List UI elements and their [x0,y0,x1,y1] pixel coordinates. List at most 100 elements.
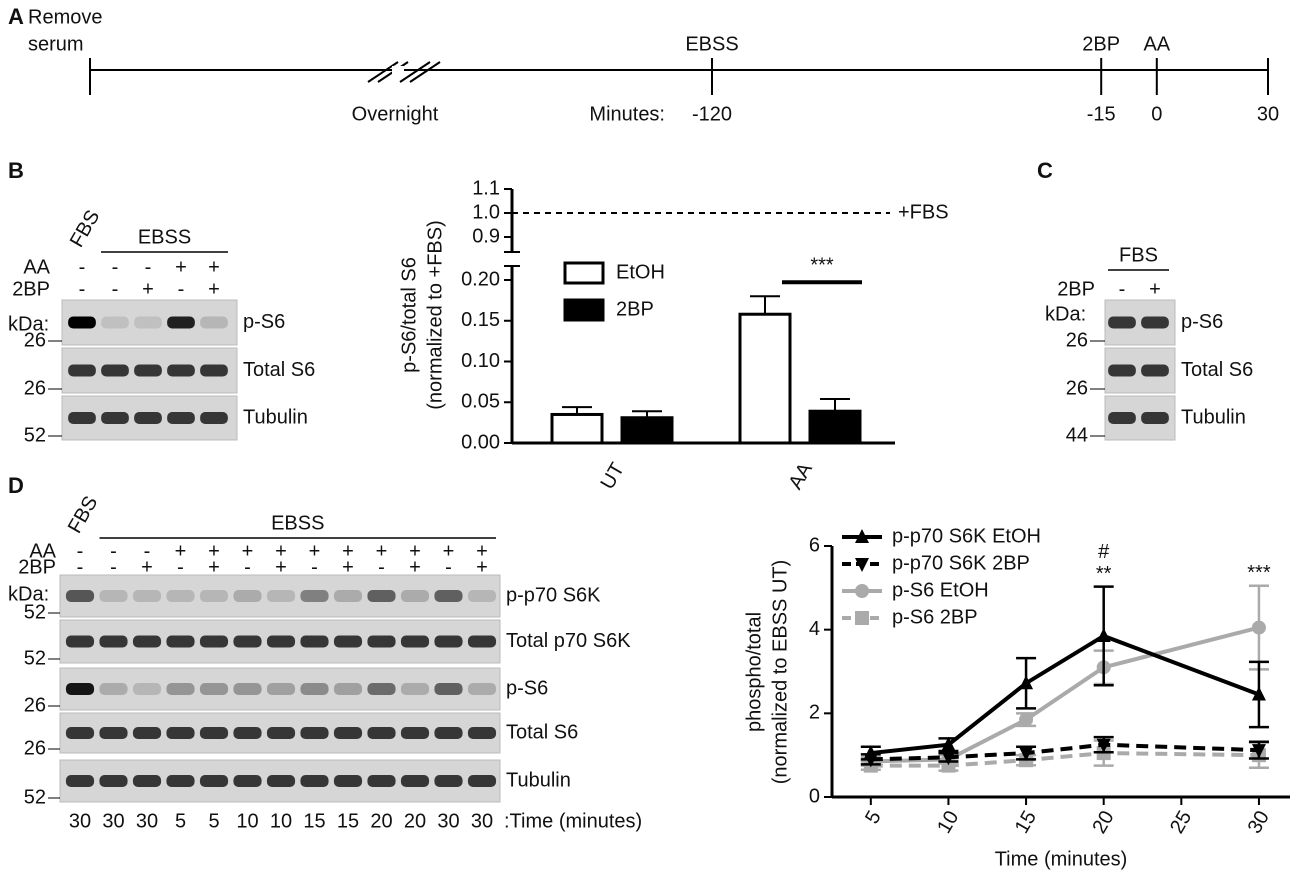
mw-marker: 44 [1066,424,1088,446]
data-point [1251,744,1266,759]
break-mark [367,61,399,83]
sign: + [476,556,488,578]
legend-marker [855,529,869,543]
data-point [1096,738,1111,753]
x-tick-label: UT [597,459,629,493]
band [132,590,162,602]
sign: + [376,540,388,562]
panel-label: B [8,158,24,183]
y-tick-label: 0.9 [472,225,500,247]
lane-header: FBS [66,206,105,251]
band-label: p-S6 [506,677,548,699]
band [300,775,329,787]
band [134,364,162,377]
band-label: p-S6 [1181,311,1223,333]
legend-swatch [563,261,605,285]
data-point [941,751,956,766]
sign: + [342,540,354,562]
lane-header: FBS [64,492,103,537]
start-label: Remove [28,6,102,28]
mw-marker: 52 [24,601,46,623]
sign: + [208,278,220,300]
time-label: 30 [471,810,493,832]
sign-row-label: 2BP [18,556,56,578]
panel-label: D [8,473,24,498]
band [166,590,195,602]
sign: - [144,540,151,562]
sign: - [378,556,385,578]
band-label: Tubulin [1181,406,1246,428]
band-label: p-p70 S6K [506,584,601,606]
time-label: 5 [208,810,219,832]
time-label: 20 [370,810,392,832]
data-point [1096,627,1111,642]
group-label: EBSS [271,512,324,534]
band [400,635,430,648]
band [300,727,329,739]
band [233,683,262,695]
data-point [863,745,878,760]
x-tick-label: 30 [1244,807,1274,837]
sign: - [77,556,84,578]
band [1141,364,1169,377]
band [266,683,296,695]
legend-label: p-p70 S6K EtOH [892,525,1041,547]
sign: - [110,556,117,578]
band [99,775,128,787]
x-tick-label: 20 [1088,807,1118,837]
band [1141,412,1169,424]
band [199,683,229,695]
sign: + [443,540,455,562]
sign: - [311,556,318,578]
band [65,727,95,739]
band [467,635,497,648]
band [99,590,128,602]
timeline-tick-label: -120 [692,103,732,125]
kda-label: kDa: [1045,303,1086,325]
sign: - [177,556,184,578]
band [65,683,95,695]
band [166,775,195,787]
sign: + [242,540,254,562]
band [467,683,497,695]
legend-label: EtOH [616,261,665,283]
sign: + [142,278,154,300]
band [300,590,329,602]
band [68,316,96,329]
band [166,635,195,648]
sign: - [112,256,119,278]
band [132,775,162,787]
band [333,590,363,602]
band [333,635,363,648]
band [1108,364,1136,377]
y-tick-label: 6 [809,534,820,556]
panel-label: C [1037,158,1053,183]
band [467,775,497,787]
time-label: 5 [175,810,186,832]
data-point [1251,686,1266,701]
data-point [941,736,956,751]
band [1141,316,1169,329]
band [434,727,463,739]
legend-marker [855,584,869,598]
timeline-tick-label: -15 [1087,103,1116,125]
sign: - [1119,278,1126,300]
mw-marker: 26 [24,329,46,351]
band [1108,316,1136,329]
x-tick-label: 5 [861,807,886,828]
time-label: 10 [270,810,292,832]
x-tick-label: 10 [933,807,963,837]
band [367,590,396,602]
band [434,683,463,695]
band [233,727,262,739]
group-label: FBS [1119,244,1158,266]
y-tick-label: 0.15 [461,309,500,331]
band [199,775,229,787]
sign: - [178,278,185,300]
sign: - [77,540,84,562]
x-axis-label: Time (minutes) [995,848,1128,870]
band [99,683,128,695]
sign: + [275,540,287,562]
blot-strip [59,574,501,618]
